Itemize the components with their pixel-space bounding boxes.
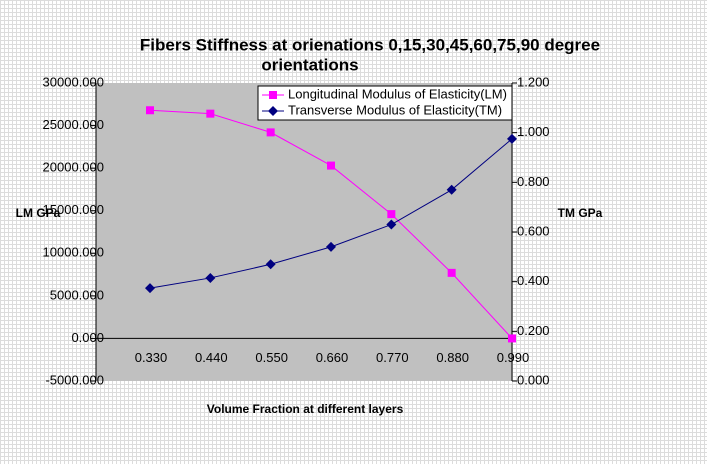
- marker: [265, 259, 276, 270]
- x-axis-label: Volume Fraction at different layers: [207, 402, 404, 416]
- plot-area: [96, 83, 512, 381]
- x-tick-label: 0.880: [436, 350, 469, 365]
- chart-subtitle: orientations: [261, 55, 358, 74]
- y2-tick-label: 0.600: [517, 223, 550, 238]
- y2-tick-label: 0.400: [517, 273, 550, 288]
- y-tick-label: 0.000: [71, 330, 104, 345]
- y2-tick-label: 1.000: [517, 124, 550, 139]
- y-tick-label: -5000.000: [45, 372, 104, 387]
- legend-label: Longitudinal Modulus of Elasticity(LM): [288, 86, 507, 101]
- y2-tick-label: 1.200: [517, 74, 550, 89]
- marker: [508, 334, 516, 343]
- marker: [266, 128, 275, 137]
- y2-tick-label: 0.000: [517, 372, 550, 387]
- marker: [205, 272, 216, 283]
- x-tick-label: 0.990: [497, 350, 530, 365]
- x-tick-label: 0.660: [316, 350, 349, 365]
- y2-tick-label: 0.200: [517, 323, 550, 338]
- marker: [206, 109, 215, 118]
- marker: [507, 133, 517, 144]
- legend-marker: [268, 106, 278, 116]
- legend: [257, 85, 513, 121]
- chart-title: Fibers Stiffness at orienations 0,15,30,…: [140, 35, 600, 54]
- y-tick-label: 10000.000: [43, 245, 104, 260]
- marker: [326, 241, 336, 252]
- y-tick-label: 25000.000: [43, 117, 104, 132]
- y-tick-label: 30000.000: [43, 74, 104, 89]
- x-tick-label: 0.550: [255, 350, 288, 365]
- marker: [146, 106, 154, 115]
- marker: [447, 268, 456, 277]
- x-tick-label: 0.330: [135, 350, 168, 365]
- legend-label: Transverse Modulus of Elasticity(TM): [288, 102, 502, 117]
- y-tick-label: 15000.000: [43, 202, 104, 217]
- y2-axis-label: TM GPa: [558, 206, 603, 220]
- marker: [386, 219, 397, 230]
- legend-marker: [269, 91, 277, 99]
- marker: [145, 283, 155, 294]
- y-axis-label: LM GPa: [16, 206, 61, 220]
- y-tick-label: 20000.000: [43, 160, 104, 175]
- x-tick-label: 0.770: [376, 350, 409, 365]
- y-tick-label: 5000.000: [50, 287, 104, 302]
- marker: [387, 210, 396, 219]
- y2-tick-label: 0.800: [517, 174, 550, 189]
- x-tick-label: 0.440: [195, 350, 228, 365]
- marker: [327, 161, 335, 170]
- marker: [446, 184, 457, 195]
